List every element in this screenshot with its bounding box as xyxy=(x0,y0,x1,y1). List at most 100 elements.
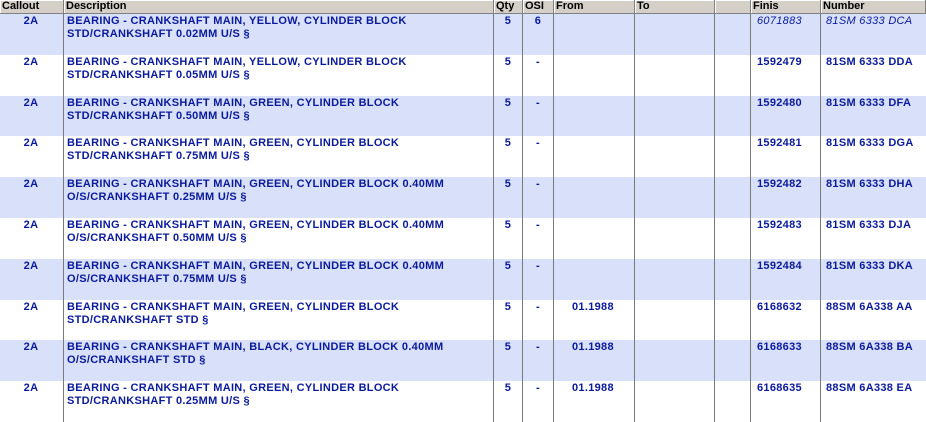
cell-osi: - xyxy=(536,259,540,272)
column-divider xyxy=(553,14,554,422)
cell-description: BEARING - CRANKSHAFT MAIN, YELLOW, CYLIN… xyxy=(67,15,407,27)
cell-description: O/S/CRANKSHAFT 0.25MM U/S § xyxy=(67,191,247,204)
cell-callout: 2A xyxy=(23,178,39,191)
column-header: OSI xyxy=(523,0,554,14)
cell-qty: 5 xyxy=(504,137,512,150)
cell-callout: 2A xyxy=(23,15,39,27)
column-divider xyxy=(493,14,494,422)
cell-description: BEARING - CRANKSHAFT MAIN, GREEN, CYLIND… xyxy=(67,178,445,191)
cell-description: BEARING - CRANKSHAFT MAIN, GREEN, CYLIND… xyxy=(67,300,400,313)
column-header: Finis xyxy=(751,0,821,14)
table-row: 2A 5 - 01.1988 6168632 88SM 6A338 AA BEARING -… xyxy=(0,299,926,341)
cell-finis: 1592479 xyxy=(757,55,802,68)
cell-number: 81SM 6333 DHA xyxy=(826,178,914,191)
cell-osi: - xyxy=(536,219,540,231)
cell-callout: 2A xyxy=(23,259,39,272)
column-divider xyxy=(820,14,821,422)
cell-qty: 5 xyxy=(504,15,512,27)
column-divider xyxy=(634,14,635,422)
column-divider xyxy=(522,14,523,422)
cell-finis: 6168635 xyxy=(757,382,802,395)
cell-qty: 5 xyxy=(504,55,512,68)
cell-description: O/S/CRANKSHAFT 0.50MM U/S § xyxy=(67,232,247,244)
cell-osi: - xyxy=(536,96,540,109)
cell-osi: - xyxy=(536,341,540,354)
cell-finis: 6168632 xyxy=(757,300,802,313)
cell-osi: - xyxy=(536,178,540,191)
cell-callout: 2A xyxy=(23,137,39,150)
cell-callout: 2A xyxy=(23,382,39,395)
cell-description: STD/CRANKSHAFT STD § xyxy=(67,313,209,326)
table-row: 2A 5 - 1592483 81SM 6333 DJA BEARING - CRANKS… xyxy=(0,218,926,259)
cell-qty: 5 xyxy=(504,96,512,109)
cell-finis: 1592481 xyxy=(757,137,802,150)
cell-osi: - xyxy=(536,382,540,395)
cell-number: 88SM 6A338 AA xyxy=(826,300,913,313)
cell-callout: 2A xyxy=(23,341,39,354)
column-header-blank xyxy=(715,0,751,14)
cell-callout: 2A xyxy=(23,300,39,313)
cell-description: BEARING - CRANKSHAFT MAIN, GREEN, CYLIND… xyxy=(67,96,400,109)
cell-description: BEARING - CRANKSHAFT MAIN, GREEN, CYLIND… xyxy=(67,382,400,395)
cell-number: 81SM 6333 DFA xyxy=(826,96,912,109)
cell-number: 81SM 6333 DKA xyxy=(826,259,914,272)
cell-osi: 6 xyxy=(534,15,542,27)
cell-osi: - xyxy=(536,300,540,313)
cell-description: BEARING - CRANKSHAFT MAIN, GREEN, CYLIND… xyxy=(67,137,400,150)
cell-description: BEARING - CRANKSHAFT MAIN, GREEN, CYLIND… xyxy=(67,259,445,272)
cell-qty: 5 xyxy=(504,341,512,354)
cell-number: 88SM 6A338 EA xyxy=(826,382,913,395)
table-row: 2A 5 - 1592482 81SM 6333 DHA BEARING - CRANKS… xyxy=(0,177,926,219)
cell-number: 81SM 6333 DJA xyxy=(826,219,912,231)
cell-finis: 1592483 xyxy=(757,219,802,231)
cell-from: 01.1988 xyxy=(572,382,614,395)
cell-qty: 5 xyxy=(504,219,512,231)
column-header: To xyxy=(635,0,715,14)
table-row: 2A 5 - 1592480 81SM 6333 DFA BEARING - CRANKS… xyxy=(0,95,926,137)
column-divider xyxy=(750,14,751,422)
cell-description: O/S/CRANKSHAFT STD § xyxy=(67,354,206,367)
column-header: Qty xyxy=(494,0,523,14)
cell-description: STD/CRANKSHAFT 0.75MM U/S § xyxy=(67,150,250,163)
cell-number: 81SM 6333 DCA xyxy=(826,15,913,27)
cell-description: STD/CRANKSHAFT 0.25MM U/S § xyxy=(67,395,250,408)
cell-callout: 2A xyxy=(23,55,39,68)
cell-finis: 1592482 xyxy=(757,178,802,191)
table-row: 2A 5 - 01.1988 6168635 88SM 6A338 EA BEARING -… xyxy=(0,381,926,422)
cell-qty: 5 xyxy=(504,259,512,272)
cell-description: STD/CRANKSHAFT 0.05MM U/S § xyxy=(67,68,250,81)
cell-number: 81SM 6333 DDA xyxy=(826,55,914,68)
cell-finis: 6071883 xyxy=(757,15,802,27)
cell-description: BEARING - CRANKSHAFT MAIN, YELLOW, CYLIN… xyxy=(67,55,407,68)
table-row: 2A 5 - 1592481 81SM 6333 DGA BEARING - CRANKS… xyxy=(0,136,926,178)
cell-qty: 5 xyxy=(504,382,512,395)
cell-description: BEARING - CRANKSHAFT MAIN, GREEN, CYLIND… xyxy=(67,219,445,231)
cell-callout: 2A xyxy=(23,219,39,231)
column-header: Number xyxy=(821,0,926,14)
table-row: 2A 5 - 1592484 81SM 6333 DKA BEARING - CRANKS… xyxy=(0,258,926,300)
column-header: Callout xyxy=(0,0,64,14)
column-divider xyxy=(714,14,715,422)
cell-osi: - xyxy=(536,137,540,150)
table-row: 2A 5 6 6071883 81SM 6333 DCA BEARING - CRANKS… xyxy=(0,14,926,55)
cell-description: STD/CRANKSHAFT 0.02MM U/S § xyxy=(67,28,250,40)
cell-osi: - xyxy=(536,55,540,68)
table-row: 2A 5 - 1592479 81SM 6333 DDA BEARING - CRANKS… xyxy=(0,54,926,96)
column-header: Description xyxy=(64,0,494,14)
table-row: 2A 5 - 01.1988 6168633 88SM 6A338 BA BEARING -… xyxy=(0,340,926,382)
column-divider xyxy=(63,14,64,422)
cell-number: 88SM 6A338 BA xyxy=(826,341,914,354)
cell-description: STD/CRANKSHAFT 0.50MM U/S § xyxy=(67,109,250,122)
cell-description: O/S/CRANKSHAFT 0.75MM U/S § xyxy=(67,272,247,285)
cell-finis: 1592480 xyxy=(757,96,802,109)
cell-description: BEARING - CRANKSHAFT MAIN, BLACK, CYLIND… xyxy=(67,341,444,354)
cell-from: 01.1988 xyxy=(572,300,614,313)
cell-callout: 2A xyxy=(23,96,39,109)
cell-from: 01.1988 xyxy=(572,341,614,354)
cell-qty: 5 xyxy=(504,300,512,313)
cell-number: 81SM 6333 DGA xyxy=(826,137,914,150)
cell-finis: 1592484 xyxy=(757,259,802,272)
cell-finis: 6168633 xyxy=(757,341,802,354)
cell-qty: 5 xyxy=(504,178,512,191)
